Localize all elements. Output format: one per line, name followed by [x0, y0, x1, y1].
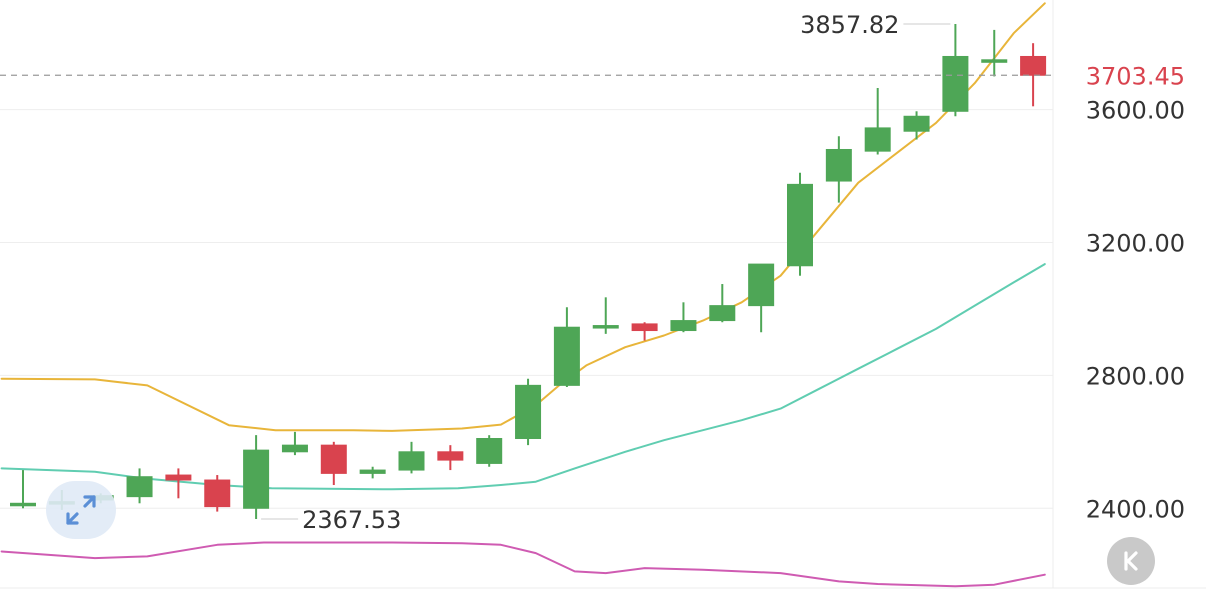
candle: [476, 435, 503, 467]
candle: [204, 475, 231, 512]
candle-body: [942, 55, 969, 112]
candle-body: [903, 115, 930, 132]
candle: [864, 88, 891, 155]
candle-body: [398, 451, 425, 471]
candle: [592, 297, 619, 334]
ma-line-3: [0, 541, 1046, 588]
ma-line-1: [0, 2, 1046, 432]
candle-body: [243, 449, 270, 509]
candle: [631, 322, 658, 341]
candle: [398, 441, 425, 474]
candle: [10, 470, 36, 509]
candle-body: [825, 148, 852, 182]
k-icon: [1124, 551, 1138, 571]
candle-body: [281, 444, 308, 453]
candle: [787, 172, 813, 276]
candle-body: [748, 263, 775, 307]
kline-toggle-button[interactable]: [1107, 537, 1155, 585]
candle: [748, 263, 775, 333]
candle-body: [437, 451, 464, 461]
candle-body: [553, 326, 580, 386]
candle-body: [864, 127, 891, 152]
candle: [981, 29, 1008, 77]
y-tick-label: 3200.00: [1086, 230, 1185, 258]
current-price-label: 3703.45: [1086, 62, 1185, 90]
expand-button[interactable]: [46, 481, 116, 539]
candle-body: [592, 325, 619, 329]
price-markers: 3703.45 3857.82 2367.53: [0, 11, 1194, 534]
candle: [670, 302, 697, 333]
high-price-label: 3857.82: [800, 11, 899, 39]
candle: [281, 431, 308, 456]
moving-average-lines: [0, 2, 1046, 588]
candle-body: [476, 438, 503, 464]
candle-body: [515, 384, 542, 440]
candle: [437, 445, 464, 471]
candle-body: [320, 444, 347, 474]
current-price-label-bg: [1066, 55, 1194, 96]
candle: [1020, 43, 1047, 107]
candle: [126, 468, 153, 504]
candle-body: [1020, 55, 1047, 76]
high-price-marker: 3857.82: [800, 11, 951, 39]
candle-body: [10, 502, 36, 507]
y-tick-label: 2400.00: [1086, 495, 1185, 523]
candle-body: [709, 305, 736, 322]
candle-body: [981, 59, 1008, 63]
low-price-marker: 2367.53: [261, 506, 401, 534]
expand-icon: [66, 495, 96, 525]
candles: [10, 23, 1047, 520]
low-price-label: 2367.53: [302, 506, 401, 534]
candle: [320, 441, 347, 486]
y-tick-label: 2800.00: [1086, 362, 1185, 390]
candle: [515, 378, 542, 446]
candle-body: [165, 474, 192, 481]
candle: [553, 307, 580, 388]
candle: [243, 435, 270, 520]
y-tick-label: 3600.00: [1086, 97, 1185, 125]
candle-body: [787, 183, 813, 267]
candle: [942, 23, 969, 117]
candle-body: [670, 320, 697, 332]
candle: [825, 136, 852, 203]
candle-body: [126, 476, 153, 498]
candle: [903, 111, 930, 140]
candle-body: [359, 469, 386, 474]
candle-body: [204, 479, 231, 508]
ma-line-2: [0, 263, 1046, 491]
y-axis: 2400.00 2800.00 3200.00 3600.00: [1086, 97, 1185, 524]
candle-body: [631, 323, 658, 332]
candle: [709, 284, 736, 323]
candle: [359, 466, 386, 479]
candle: [165, 468, 192, 499]
